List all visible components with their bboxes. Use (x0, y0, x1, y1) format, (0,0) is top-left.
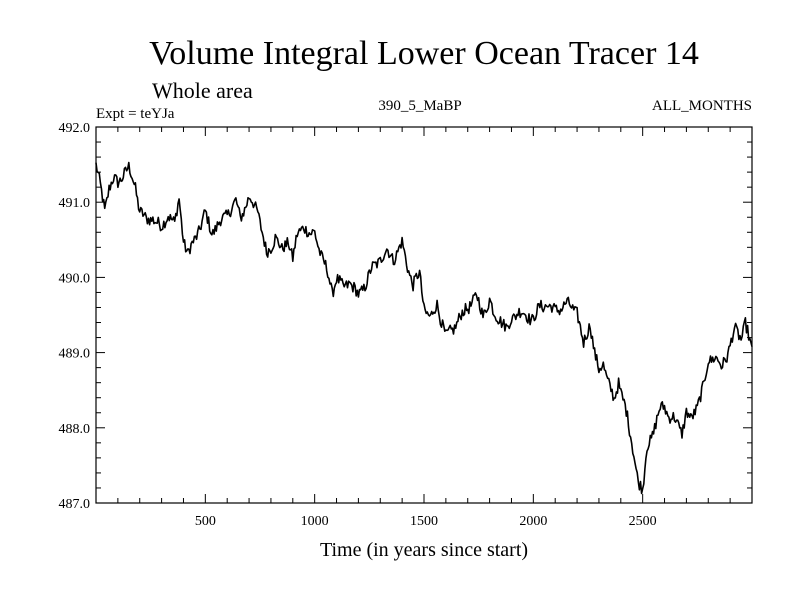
y-tick-label: 491.0 (59, 196, 91, 211)
experiment-name-label: 390_5_MaBP (378, 98, 461, 114)
y-tick-label: 489.0 (59, 347, 91, 362)
months-label: ALL_MONTHS (652, 98, 752, 114)
y-axis: 487.0 488.0 489.0 490.0 491.0 492.0 (59, 121, 752, 512)
y-tick-label: 492.0 (59, 121, 91, 136)
x-tick-label: 500 (195, 514, 216, 529)
x-tick-label: 2000 (519, 514, 547, 529)
x-tick-label: 1000 (301, 514, 329, 529)
series-line (95, 161, 753, 495)
chart-title: Volume Integral Lower Ocean Tracer 14 (149, 35, 699, 72)
x-tick-label: 1500 (410, 514, 438, 529)
x-axis: 500 1000 1500 2000 2500 (117, 127, 731, 529)
x-axis-label: Time (in years since start) (320, 539, 528, 561)
plot-frame (95, 126, 753, 504)
y-tick-label: 488.0 (59, 422, 91, 437)
chart-subtitle: Whole area (152, 78, 253, 103)
y-tick-label: 487.0 (59, 497, 91, 512)
y-tick-label: 490.0 (59, 271, 91, 286)
x-tick-label: 2500 (629, 514, 657, 529)
expt-label: Expt = teYJa (96, 106, 175, 122)
